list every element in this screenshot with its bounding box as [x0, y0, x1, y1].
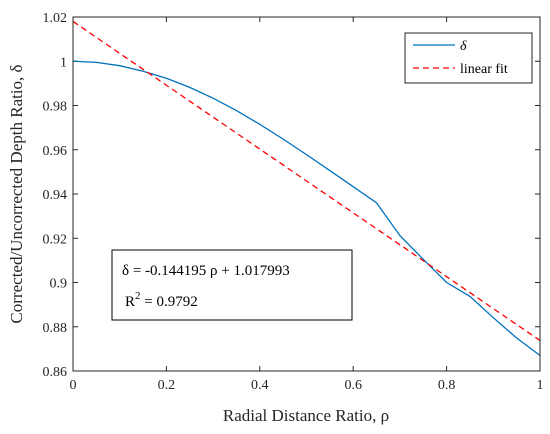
series-layer: [72, 20, 541, 357]
x-tick-label: 0.8: [438, 378, 456, 393]
y-tick-label: 0.92: [43, 232, 68, 247]
r-squared-value: = 0.9792: [141, 294, 198, 310]
x-tick-label: 1: [537, 378, 544, 393]
legend-box: [404, 32, 533, 84]
series-line-delta: [72, 60, 541, 357]
x-axis-title: Radial Distance Ratio, ρ: [223, 406, 389, 425]
legend: δ linear fit: [404, 32, 533, 84]
y-tick-label: 1: [60, 55, 67, 70]
y-tick-label: 0.86: [43, 365, 68, 380]
x-tick-label: 0.4: [251, 378, 269, 393]
equation-annotation: δ = -0.144195 ρ + 1.017993 R2 = 0.9792: [111, 249, 353, 321]
y-tick-label: 0.94: [43, 188, 68, 203]
y-axis-title: Corrected/Uncorrected Depth Ratio, δ: [7, 64, 26, 323]
series-line-linear-fit: [72, 20, 541, 342]
r-squared: R2 = 0.9792: [125, 290, 198, 310]
r-squared-symbol: R: [125, 294, 135, 310]
x-tick-label: 0: [70, 378, 77, 393]
y-tick-label: 0.88: [43, 321, 68, 336]
annotation-box: [111, 249, 353, 321]
y-tick-label: 0.96: [43, 144, 68, 159]
legend-label-linear-fit: linear fit: [460, 62, 508, 77]
y-tick-label: 1.02: [43, 11, 68, 26]
r-squared-exponent: 2: [135, 290, 141, 302]
x-tick-label: 0.6: [344, 378, 362, 393]
y-tick-label: 0.9: [50, 277, 68, 292]
regression-equation: δ = -0.144195 ρ + 1.017993: [122, 263, 290, 279]
y-tick-label: 0.98: [43, 100, 68, 115]
plot-frame: [72, 16, 541, 372]
legend-label-delta: δ: [460, 39, 467, 54]
x-tick-label: 0.2: [158, 378, 176, 393]
